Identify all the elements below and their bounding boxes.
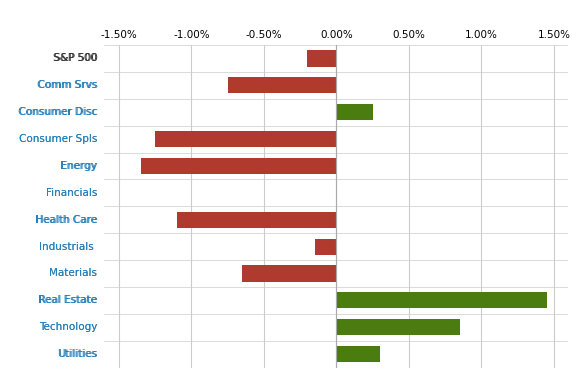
- Text: S&P 500: S&P 500: [53, 54, 97, 63]
- Bar: [242, 266, 336, 282]
- Text: Industrials: Industrials: [39, 242, 97, 252]
- Text: Utilities: Utilities: [58, 349, 97, 359]
- Bar: [336, 319, 459, 335]
- Text: Industrials: Industrials: [39, 242, 97, 252]
- Text: Consumer Disc: Consumer Disc: [18, 107, 97, 117]
- Text: Technology: Technology: [39, 322, 97, 332]
- Text: Consumer Spls: Consumer Spls: [19, 134, 97, 144]
- Text: Consumer Spls: Consumer Spls: [19, 134, 97, 144]
- Text: Utilities: Utilities: [57, 349, 97, 359]
- Text: Real Estate: Real Estate: [39, 296, 97, 305]
- Text: Energy: Energy: [61, 161, 97, 171]
- Bar: [227, 77, 336, 93]
- Bar: [155, 131, 336, 147]
- Bar: [314, 238, 336, 255]
- Text: Materials: Materials: [49, 268, 97, 278]
- Bar: [140, 158, 336, 174]
- Text: Comm Srvs: Comm Srvs: [38, 80, 97, 90]
- Text: Health Care: Health Care: [35, 214, 97, 225]
- Bar: [336, 104, 372, 120]
- Bar: [336, 346, 380, 362]
- Bar: [177, 211, 336, 228]
- Bar: [336, 292, 546, 308]
- Text: Materials: Materials: [49, 268, 97, 278]
- Text: Financials: Financials: [46, 188, 97, 198]
- Text: Comm Srvs: Comm Srvs: [37, 80, 97, 90]
- Text: Health Care: Health Care: [36, 214, 97, 225]
- Text: Technology: Technology: [39, 322, 97, 332]
- Text: Consumer Disc: Consumer Disc: [19, 107, 97, 117]
- Text: Financials: Financials: [46, 188, 97, 198]
- Bar: [307, 50, 336, 66]
- Text: Energy: Energy: [60, 161, 97, 171]
- Text: Real Estate: Real Estate: [38, 296, 97, 305]
- Text: S&P 500: S&P 500: [53, 54, 97, 63]
